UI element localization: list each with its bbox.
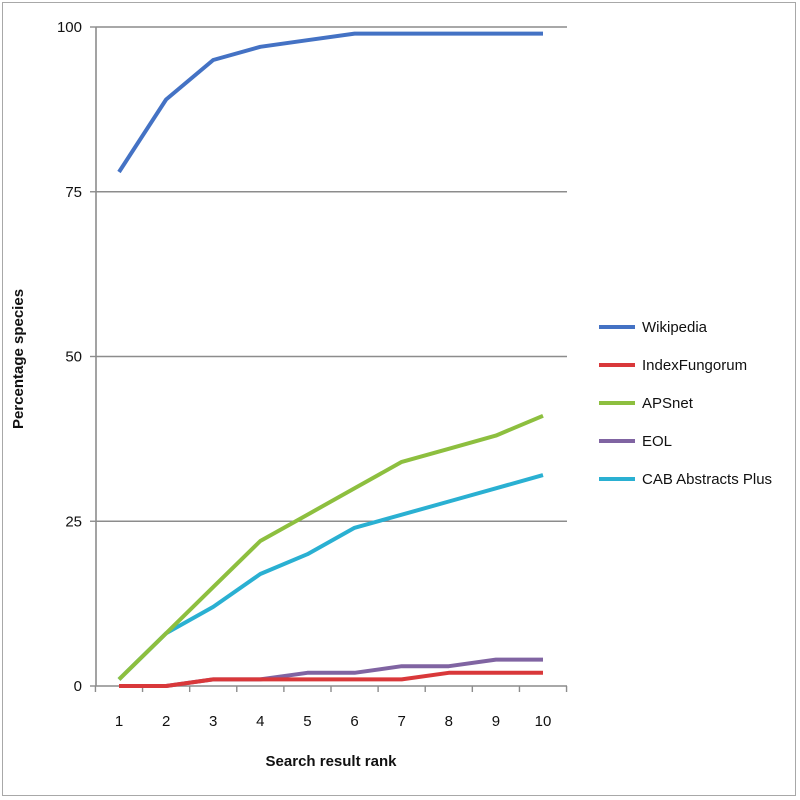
x-tick-label: 7 (397, 713, 405, 730)
x-tick-labels: 1 2 3 4 5 6 7 8 9 10 (115, 713, 552, 730)
x-tick-label: 10 (535, 713, 552, 730)
series-line-cab-abstracts-plus (117, 473, 544, 681)
legend-label: EOL (642, 433, 672, 450)
y-tick-label: 50 (65, 349, 82, 366)
series-line-wikipedia (117, 31, 543, 174)
gridlines (96, 26, 567, 523)
x-tick-label: 3 (209, 713, 217, 730)
x-tick-label: 2 (162, 713, 170, 730)
y-tick-label: 75 (65, 184, 82, 201)
x-tick-label: 8 (445, 713, 453, 730)
x-tick-label: 9 (492, 713, 500, 730)
legend-item: APSnet (599, 395, 694, 412)
y-tick-label: 25 (65, 513, 82, 530)
y-tick-label: 0 (74, 678, 82, 695)
y-axis-title: Percentage species (10, 289, 27, 429)
axes (90, 26, 568, 692)
legend-item: IndexFungorum (599, 357, 747, 374)
legend-label: CAB Abstracts Plus (642, 471, 772, 488)
x-tick-label: 5 (303, 713, 311, 730)
legend-label: IndexFungorum (642, 357, 747, 374)
y-tick-label: 100 (57, 19, 82, 36)
series-line-indexfungorum (119, 670, 543, 688)
x-tick-label: 6 (350, 713, 358, 730)
x-tick-label: 4 (256, 713, 264, 730)
legend-label: Wikipedia (642, 319, 708, 336)
series-lines (117, 31, 544, 688)
x-tick-label: 1 (115, 713, 123, 730)
legend: Wikipedia IndexFungorum APSnet EOL CAB Abstr… (599, 319, 772, 488)
x-axis-title: Search result rank (266, 753, 398, 770)
legend-item: CAB Abstracts Plus (599, 471, 772, 488)
legend-item: Wikipedia (599, 319, 708, 336)
y-tick-labels: 0 25 50 75 100 (57, 19, 82, 695)
series-line-apsnet (117, 413, 544, 681)
legend-label: APSnet (642, 395, 694, 412)
line-chart: 0 25 50 75 100 1 2 3 4 5 6 7 8 9 10 Percentage specie… (10, 19, 772, 770)
legend-item: EOL (599, 433, 672, 450)
